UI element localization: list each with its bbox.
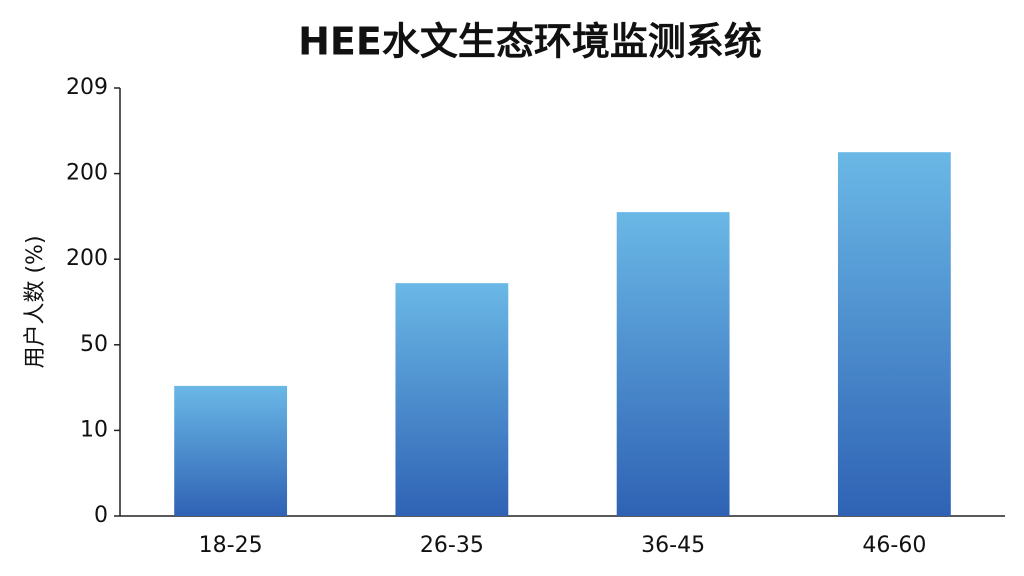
chart-title: HEE水文生态环境监测系统 (298, 20, 762, 64)
y-axis-label: 用户人数 (%) (23, 235, 48, 368)
x-tick-label: 26-35 (420, 533, 484, 558)
y-tick-label: 200 (66, 246, 108, 271)
x-tick-label: 18-25 (199, 533, 263, 558)
y-tick-label: 209 (66, 75, 108, 100)
y-tick-label: 200 (66, 161, 108, 186)
bar (837, 152, 951, 516)
y-tick-label: 50 (80, 332, 108, 357)
bar (174, 385, 288, 516)
y-tick-label: 0 (94, 503, 108, 528)
bar (616, 212, 730, 516)
y-tick-label: 10 (80, 417, 108, 442)
bar (395, 283, 509, 516)
x-tick-label: 36-45 (641, 533, 705, 558)
x-tick-label: 46-60 (862, 533, 926, 558)
